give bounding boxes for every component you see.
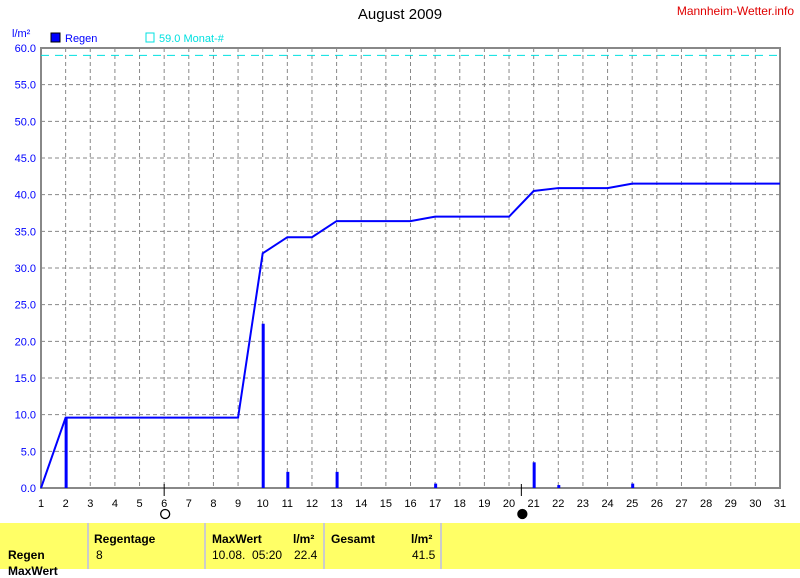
y-tick-label: 10.0: [15, 410, 36, 422]
x-tick-label: 24: [601, 498, 613, 510]
regentage-value: 8: [96, 548, 103, 562]
x-tick-label: 3: [87, 498, 93, 510]
x-tick-label: 27: [675, 498, 687, 510]
x-tick-label: 19: [478, 498, 490, 510]
x-tick-label: 10: [257, 498, 269, 510]
x-tick-label: 30: [749, 498, 761, 510]
y-tick-label: 35.0: [15, 226, 36, 238]
gesamt-value: 41.5: [412, 548, 436, 562]
x-tick-label: 14: [355, 498, 367, 510]
legend-label-monat: 59.0 Monat-#: [159, 33, 225, 45]
y-tick-label: 55.0: [15, 80, 36, 92]
x-tick-label: 18: [454, 498, 466, 510]
maxwert-column: MaxWert l/m² 10.08. 05:20 22.4: [206, 523, 325, 569]
x-tick-label: 7: [186, 498, 192, 510]
gesamt-column: Gesamt l/m² 41.5: [325, 523, 442, 569]
x-tick-label: 21: [528, 498, 540, 510]
x-tick-label: 22: [552, 498, 564, 510]
x-tick-label: 6: [161, 498, 167, 510]
y-tick-label: 20.0: [15, 336, 36, 348]
rain-bar: [286, 471, 290, 488]
brand-link[interactable]: Mannheim-Wetter.info: [676, 4, 794, 18]
rain-bar: [335, 471, 339, 488]
x-tick-label: 12: [306, 498, 318, 510]
maxwert-unit: l/m²: [293, 532, 315, 546]
rain-bar: [532, 462, 536, 488]
x-tick-label: 26: [651, 498, 663, 510]
x-tick-label: 2: [63, 498, 69, 510]
y-tick-label: 30.0: [15, 263, 36, 275]
x-tick-label: 5: [136, 498, 142, 510]
label-column: Regen MaxWert: [0, 523, 89, 578]
x-tick-label: 28: [700, 498, 712, 510]
full-moon-icon: [160, 508, 171, 520]
x-tick-label: 17: [429, 498, 441, 510]
y-tick-label: 40.0: [15, 190, 36, 202]
y-tick-label: 50.0: [15, 116, 36, 128]
legend-swatch-regen: [50, 32, 61, 43]
new-moon-icon: [517, 508, 528, 520]
summary-table: Regen MaxWert Regentage 8 MaxWert l/m² 1…: [0, 523, 800, 578]
x-tick-label: 31: [774, 498, 786, 510]
cumulative-line: [40, 182, 780, 489]
x-tick-label: 1: [38, 498, 44, 510]
y-tick-label: 60.0: [15, 43, 36, 55]
rain-bar: [64, 417, 68, 488]
gesamt-unit: l/m²: [411, 532, 433, 546]
x-tick-label: 16: [404, 498, 416, 510]
y-tick-label: 25.0: [15, 300, 36, 312]
rain-bar: [261, 323, 265, 488]
y-tick-label: 5.0: [21, 446, 36, 458]
legend-label-regen: Regen: [65, 33, 97, 45]
x-tick-label: 13: [330, 498, 342, 510]
chart-title: August 2009: [357, 6, 443, 23]
plot-frame: [40, 47, 781, 489]
x-tick-label: 20: [503, 498, 515, 510]
y-tick-label: 15.0: [15, 373, 36, 385]
regentage-header: Regentage: [94, 532, 156, 546]
x-tick-label: 25: [626, 498, 638, 510]
y-axis-unit: l/m²: [12, 28, 31, 40]
x-tick-label: 4: [112, 498, 118, 510]
y-tick-label: 45.0: [15, 153, 36, 165]
y-tick-label: 0.0: [21, 483, 36, 495]
regentage-column: Regentage 8: [89, 523, 206, 569]
x-tick-label: 23: [577, 498, 589, 510]
x-tick-label: 11: [282, 498, 293, 510]
rain-bar: [434, 483, 438, 488]
rain-chart: 0.0 5.0 10.0 15.0 20.0 25.0 30.0 35.0 40.0 45.0 50…: [12, 28, 786, 520]
row-label: Regen: [8, 548, 45, 562]
x-tick-label: 8: [210, 498, 216, 510]
x-tick-label: 9: [235, 498, 241, 510]
x-tick-label: 15: [380, 498, 392, 510]
gesamt-header: Gesamt: [331, 532, 376, 546]
rain-bar: [557, 485, 561, 488]
rain-bar: [631, 483, 635, 488]
x-tick-label: 29: [725, 498, 737, 510]
maxwert-header: MaxWert: [212, 532, 262, 546]
row2-label: MaxWert: [8, 564, 58, 578]
legend-swatch-monat: [145, 32, 155, 43]
maxwert-value: 22.4: [294, 548, 318, 562]
maxwert-time: 10.08. 05:20: [212, 548, 283, 562]
